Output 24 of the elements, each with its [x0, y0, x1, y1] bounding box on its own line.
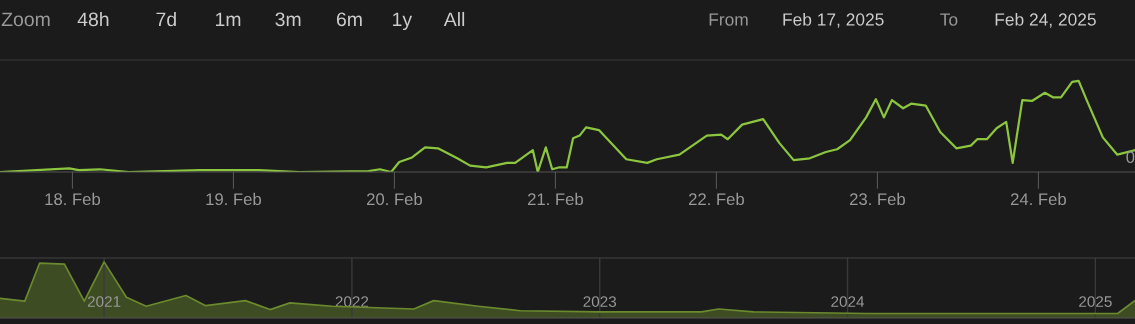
text: 1y	[393, 12, 413, 31]
x-tick-label: 23. Feb	[849, 192, 905, 206]
x-tick-label: 2023	[583, 296, 617, 307]
text: All	[443, 11, 465, 27]
x-tick-label: 19. Feb	[206, 192, 261, 206]
x-tick-label: 20. Feb	[367, 192, 422, 206]
text: 48h	[77, 11, 109, 27]
text: Feb 17, 2025	[783, 12, 884, 28]
text: Feb 24, 2025	[995, 12, 1096, 28]
text: 3m	[275, 12, 301, 27]
x-tick-label: 2021	[87, 296, 121, 307]
text: Zoom	[1, 12, 50, 27]
x-tick-label: 22. Feb	[689, 192, 744, 206]
text: 6m	[336, 12, 362, 27]
x-tick-label: 18. Feb	[45, 192, 101, 206]
annotation: 0	[1126, 151, 1135, 164]
text: 7d	[156, 11, 176, 27]
x-tick-label: 2024	[831, 296, 865, 307]
x-tick-label: 24. Feb	[1010, 192, 1066, 206]
text: 1m	[216, 12, 241, 27]
x-tick-label: 2025	[1079, 296, 1112, 307]
x-tick-label: 21. Feb	[528, 192, 583, 206]
text: From	[709, 13, 748, 26]
text: To	[940, 13, 958, 26]
